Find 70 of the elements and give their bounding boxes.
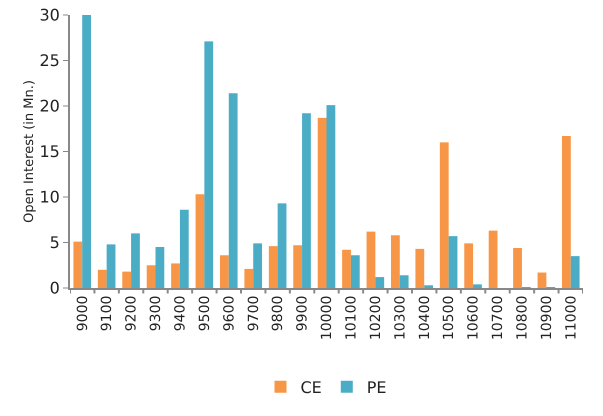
bar bbox=[171, 263, 180, 288]
bar bbox=[82, 15, 92, 288]
bar bbox=[268, 246, 278, 288]
legend-label: PE bbox=[366, 378, 387, 398]
legend-label: CE bbox=[300, 378, 322, 398]
x-tick-label: 10400 bbox=[416, 296, 433, 340]
bar bbox=[146, 265, 156, 288]
bar bbox=[106, 244, 116, 288]
y-tick-label: 5 bbox=[50, 233, 60, 252]
x-tick-label: 9000 bbox=[74, 296, 91, 332]
x-tick-label: 9300 bbox=[148, 296, 164, 332]
x-tick-label: 10300 bbox=[392, 296, 408, 340]
bar bbox=[366, 232, 376, 288]
bar bbox=[440, 142, 449, 288]
y-tick-label: 15 bbox=[39, 142, 60, 162]
bar bbox=[350, 255, 360, 288]
bar bbox=[375, 277, 384, 288]
x-tick-label: 9400 bbox=[172, 296, 188, 332]
bar bbox=[131, 233, 140, 288]
y-axis-title: Open Interest (in Mn.) bbox=[22, 80, 37, 223]
y-tick-label: 25 bbox=[39, 51, 60, 70]
x-tick-label: 9500 bbox=[196, 296, 213, 332]
x-tick-label: 10800 bbox=[514, 296, 530, 340]
y-tick-label: 30 bbox=[39, 6, 60, 25]
bar bbox=[228, 93, 238, 288]
bar bbox=[342, 250, 351, 288]
bar bbox=[122, 272, 132, 288]
bar bbox=[538, 272, 546, 288]
x-tick-label: 10000 bbox=[319, 296, 336, 340]
x-tick-label: 10600 bbox=[466, 296, 482, 340]
bar bbox=[473, 284, 482, 288]
bar bbox=[253, 243, 262, 288]
x-tick-label: 9800 bbox=[270, 296, 286, 332]
x-tick-label: 10900 bbox=[538, 296, 555, 340]
bar bbox=[570, 256, 580, 288]
bar bbox=[293, 245, 302, 288]
bar bbox=[400, 275, 409, 288]
bar bbox=[464, 243, 474, 288]
bar bbox=[98, 270, 107, 288]
bar bbox=[390, 235, 400, 288]
bar bbox=[180, 210, 189, 288]
bar bbox=[220, 255, 229, 288]
x-tick-label: 10500 bbox=[441, 296, 458, 340]
y-tick-label: 10 bbox=[39, 188, 60, 207]
y-tick-label: 20 bbox=[39, 96, 60, 116]
bar bbox=[278, 203, 286, 288]
bar bbox=[326, 105, 336, 288]
bar bbox=[196, 194, 204, 288]
bar bbox=[448, 236, 458, 288]
bar bbox=[318, 118, 326, 288]
bar bbox=[562, 136, 571, 288]
bar bbox=[244, 268, 254, 288]
bar bbox=[488, 230, 498, 288]
bar bbox=[513, 248, 522, 288]
x-tick-label: 11000 bbox=[563, 296, 580, 340]
bar bbox=[156, 247, 164, 288]
bar bbox=[424, 285, 434, 288]
x-tick-label: 10100 bbox=[343, 296, 360, 340]
x-tick-label: 9700 bbox=[246, 296, 262, 332]
y-tick-label: 0 bbox=[50, 278, 60, 298]
x-tick-label: 10200 bbox=[368, 296, 384, 340]
bar bbox=[204, 41, 214, 288]
x-tick-label: 9200 bbox=[124, 296, 140, 332]
bar bbox=[73, 242, 82, 288]
x-tick-label: 10700 bbox=[490, 296, 506, 340]
bar bbox=[302, 113, 311, 288]
x-tick-label: 9600 bbox=[221, 296, 238, 332]
x-tick-label: 9100 bbox=[99, 296, 116, 332]
bar bbox=[415, 248, 424, 288]
x-tick-label: 9900 bbox=[294, 296, 311, 332]
